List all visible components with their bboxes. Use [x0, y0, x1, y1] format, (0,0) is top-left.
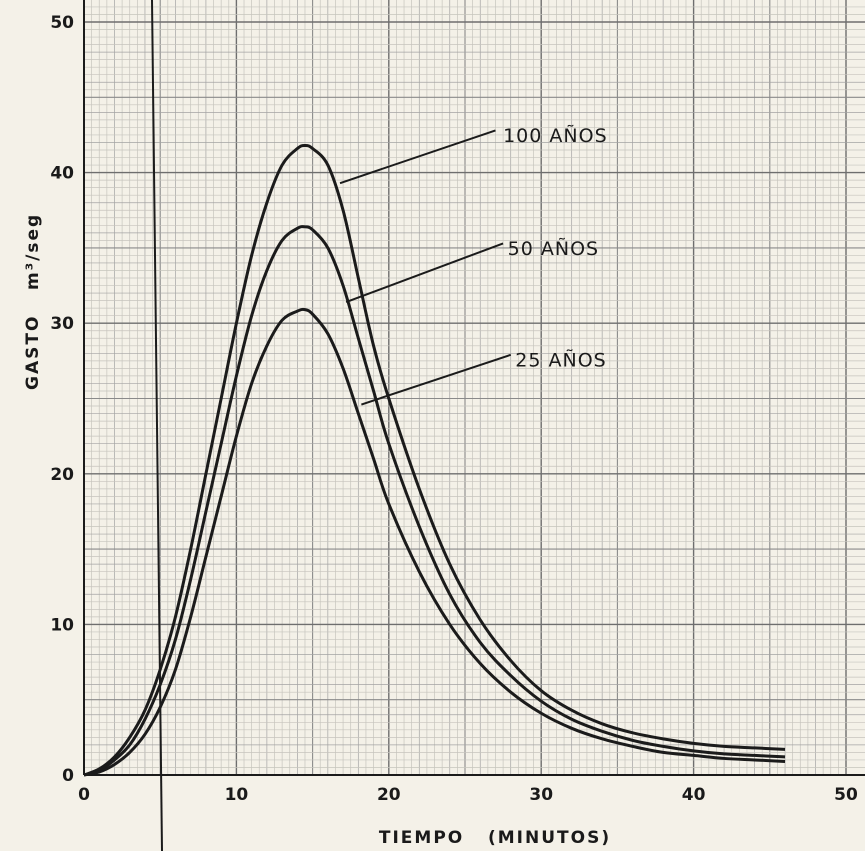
series-line-2 — [83, 307, 786, 777]
annotation-leader-1 — [345, 242, 504, 304]
series-line-1 — [83, 225, 786, 777]
y-tick-label: 0 — [62, 766, 74, 786]
annotation-label-0: 100 AÑOS — [503, 124, 608, 147]
y-axis-label-text: GASTO — [23, 315, 43, 390]
x-tick-label: 0 — [78, 785, 90, 805]
annotation-label-2: 25 AÑOS — [515, 348, 606, 371]
x-tick-label: 30 — [529, 785, 553, 805]
series-group — [83, 143, 786, 777]
y-axis-label-unit: m³/seg — [23, 213, 43, 290]
y-tick-label: 20 — [50, 465, 74, 485]
y-tick-label: 10 — [50, 615, 74, 635]
y-tick-label: 40 — [50, 164, 74, 184]
x-tick-label: 10 — [225, 785, 249, 805]
y-axis-label: GASTO m³/seg — [23, 213, 43, 390]
grid — [83, 0, 865, 776]
annotation-leader-0 — [339, 129, 496, 185]
y-tick-label: 30 — [50, 314, 74, 334]
annotations-group: 100 AÑOS 50 AÑOS 25 AÑOS — [339, 124, 608, 406]
x-tick-label: 50 — [834, 785, 858, 805]
annotation-label-1: 50 AÑOS — [508, 237, 599, 260]
axes: 0 10 20 30 40 50 0 10 20 30 40 50 — [50, 0, 865, 805]
annotation-leader-2 — [361, 353, 512, 406]
series-line-0 — [83, 143, 786, 777]
x-tick-label: 40 — [682, 785, 706, 805]
y-tick-label: 50 — [50, 13, 74, 33]
x-tick-label: 20 — [377, 785, 401, 805]
x-axis-label: TIEMPO (MINUTOS) — [379, 828, 611, 848]
